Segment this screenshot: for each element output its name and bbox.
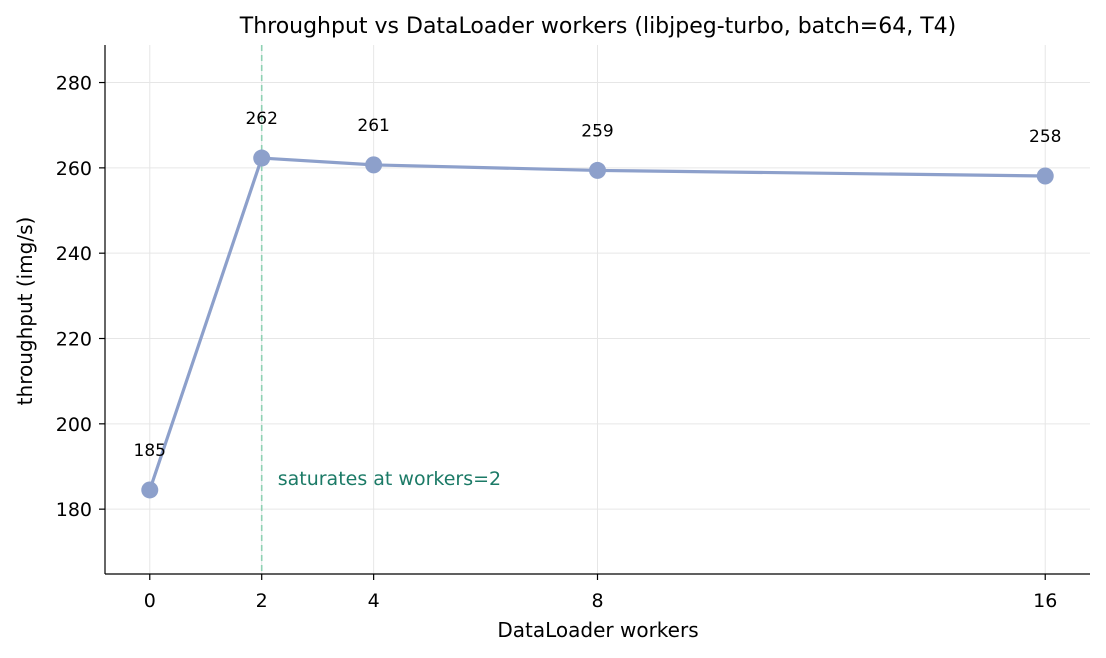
y-tick-label: 260	[56, 158, 92, 180]
data-label: 258	[1029, 127, 1061, 147]
data-label: 185	[134, 441, 166, 461]
data-point	[253, 149, 271, 167]
grid	[105, 45, 1090, 574]
data-labels: 185 262 261 259 258	[134, 109, 1062, 461]
x-tick-label: 2	[256, 590, 268, 612]
data-point	[1036, 167, 1054, 185]
x-axis-label: DataLoader workers	[497, 618, 698, 642]
y-tick-label: 280	[56, 73, 92, 95]
y-tick-label: 200	[56, 414, 92, 436]
series-throughput	[141, 149, 1054, 499]
y-axis-label: throughput (img/s)	[13, 217, 37, 406]
chart-title: Throughput vs DataLoader workers (libjpe…	[239, 14, 956, 39]
data-point	[141, 481, 159, 499]
ticks: 0 2 4 8 16 180 200 220 240 260 280	[56, 73, 1058, 612]
x-tick-label: 4	[368, 590, 380, 612]
x-tick-label: 16	[1033, 590, 1057, 612]
y-tick-label: 180	[56, 499, 92, 521]
data-label: 261	[357, 116, 389, 136]
x-tick-label: 8	[591, 590, 603, 612]
saturation-annotation: saturates at workers=2	[278, 468, 501, 490]
x-tick-label: 0	[144, 590, 156, 612]
data-label: 259	[581, 121, 613, 141]
data-label: 262	[245, 109, 277, 129]
data-point	[589, 161, 606, 179]
data-point	[365, 156, 383, 174]
y-tick-label: 240	[56, 243, 92, 265]
y-tick-label: 220	[56, 329, 92, 351]
